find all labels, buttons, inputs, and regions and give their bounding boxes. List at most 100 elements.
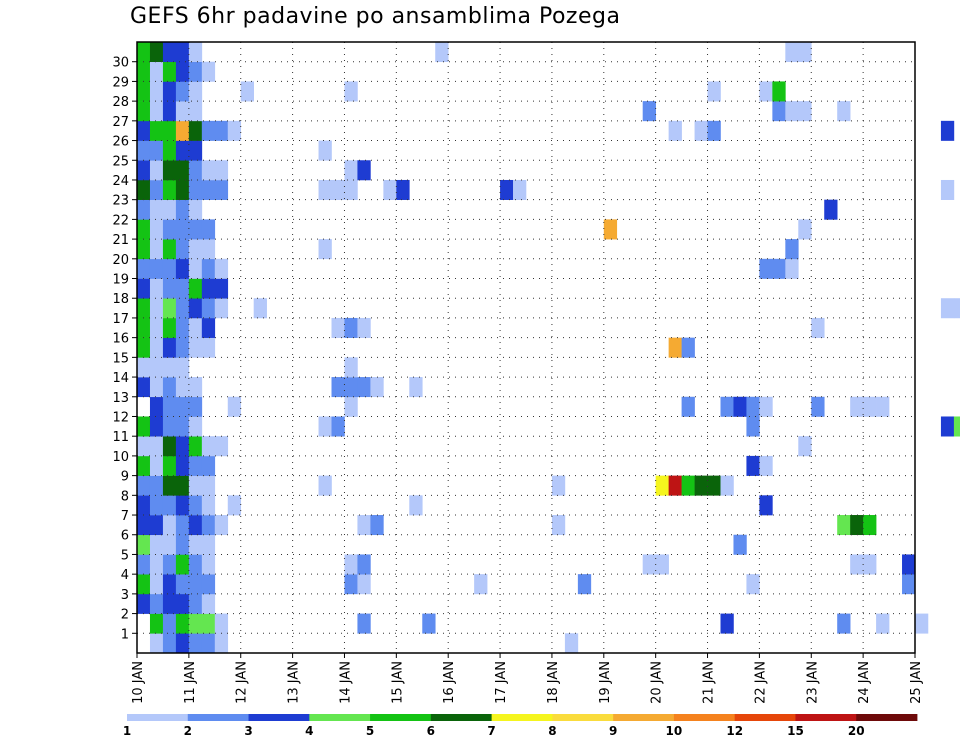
heatmap-cell [188, 298, 203, 319]
colorbar-label: 20 [848, 724, 865, 738]
heatmap-cell [175, 317, 190, 338]
heatmap-cell [214, 436, 229, 457]
heatmap-cell [162, 81, 177, 102]
heatmap-cell [953, 298, 960, 319]
heatmap-cell [137, 515, 151, 536]
heatmap-cell [162, 515, 177, 536]
heatmap-cell [876, 396, 890, 417]
heatmap-cell [162, 416, 177, 437]
heatmap-cell [175, 42, 190, 63]
heatmap-cell [149, 475, 164, 496]
heatmap-cell [175, 495, 190, 516]
heatmap-cell [188, 613, 203, 634]
y-tick-label: 18 [112, 292, 129, 307]
heatmap-cell [137, 140, 151, 161]
heatmap-cell [409, 495, 423, 516]
heatmap-cell [175, 554, 190, 575]
heatmap-cell [175, 633, 190, 654]
heatmap-cell [162, 42, 177, 63]
heatmap-cell [188, 239, 203, 260]
heatmap-cell [137, 357, 151, 378]
heatmap-cell [214, 258, 229, 279]
heatmap-cell [331, 179, 345, 200]
heatmap-cell [162, 633, 177, 654]
y-tick-label: 29 [112, 75, 129, 90]
heatmap-cell [137, 42, 151, 63]
heatmap-cell [227, 396, 242, 417]
heatmap-cell [746, 455, 760, 476]
heatmap-cell [655, 475, 669, 496]
colorbar-swatch [309, 714, 371, 721]
heatmap-cell [137, 61, 151, 82]
heatmap-cell [149, 436, 164, 457]
heatmap-cell [214, 633, 229, 654]
heatmap-cell [837, 101, 851, 122]
heatmap-cell [201, 613, 216, 634]
heatmap-cell [137, 495, 151, 516]
heatmap-cell [149, 455, 164, 476]
heatmap-cell [137, 337, 151, 358]
heatmap-cell [214, 179, 229, 200]
heatmap-cell [863, 554, 877, 575]
heatmap-cell [940, 416, 955, 437]
heatmap-cell [746, 574, 760, 595]
heatmap-cell [149, 515, 164, 536]
heatmap-cell [681, 475, 695, 496]
heatmap-cell [344, 554, 358, 575]
heatmap-cell [175, 613, 190, 634]
heatmap-cell [837, 613, 851, 634]
heatmap-cell [409, 377, 423, 398]
heatmap-cell [175, 101, 190, 122]
heatmap-cell [331, 377, 345, 398]
heatmap-cell [175, 475, 190, 496]
heatmap-cell [162, 219, 177, 240]
heatmap-cell [344, 357, 358, 378]
heatmap-cell [798, 101, 812, 122]
heatmap-cell [137, 377, 151, 398]
heatmap-cell [162, 179, 177, 200]
heatmap-cell [175, 239, 190, 260]
colorbar-swatch [673, 714, 736, 721]
y-tick-label: 4 [121, 568, 129, 583]
heatmap-cell [694, 475, 708, 496]
heatmap-cell [435, 42, 449, 63]
heatmap-cell [137, 574, 151, 595]
heatmap-cell [188, 120, 203, 141]
heatmap-cell [850, 554, 864, 575]
heatmap-cell [188, 416, 203, 437]
heatmap-cell [149, 81, 164, 102]
heatmap-cell [201, 298, 216, 319]
y-tick-label: 21 [112, 233, 129, 248]
heatmap-cell [188, 475, 203, 496]
x-tick-label: 11 JAN [183, 661, 198, 704]
heatmap-cell [798, 219, 812, 240]
heatmap-cell [863, 515, 877, 536]
heatmap-cell [188, 455, 203, 476]
heatmap-cell [876, 613, 890, 634]
y-tick-label: 19 [112, 273, 129, 288]
heatmap-cell [357, 574, 371, 595]
heatmap-cell [175, 278, 190, 299]
heatmap-cell [175, 179, 190, 200]
heatmap-cell [759, 495, 773, 516]
heatmap-cell [746, 416, 760, 437]
heatmap-cell [137, 160, 151, 181]
heatmap-cell [175, 377, 190, 398]
heatmap-cell [824, 199, 838, 220]
heatmap-cell [201, 436, 216, 457]
heatmap-cell [162, 613, 177, 634]
heatmap-cell [149, 633, 164, 654]
heatmap-cell [162, 593, 177, 614]
heatmap-cell [344, 574, 358, 595]
y-tick-label: 6 [121, 529, 129, 544]
y-tick-label: 12 [112, 410, 129, 425]
heatmap-cell [162, 160, 177, 181]
heatmap-cell [344, 317, 358, 338]
heatmap-cell [785, 239, 799, 260]
heatmap-cell [188, 179, 203, 200]
heatmap-cell [149, 495, 164, 516]
heatmap-cell [188, 377, 203, 398]
y-tick-label: 23 [112, 194, 129, 209]
heatmap-cell [188, 633, 203, 654]
